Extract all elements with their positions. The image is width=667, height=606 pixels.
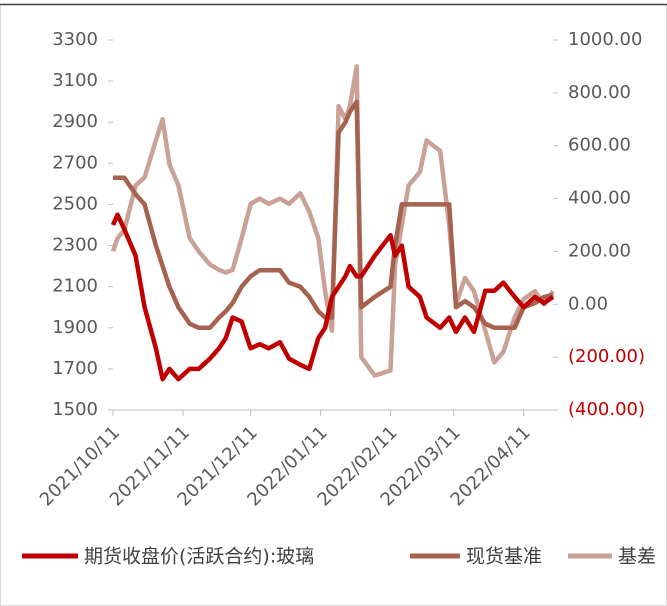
y2-tick-label: 800.00 (568, 82, 631, 103)
series-line (113, 99, 554, 331)
y2-tick-label: 0.00 (568, 293, 608, 314)
y-tick-label: 1900 (52, 317, 98, 338)
y2-tick-label: (200.00) (568, 346, 645, 367)
legend-text: 期货收盘价(活跃合约):玻璃 (84, 546, 314, 568)
y-tick-label: 1700 (52, 358, 98, 379)
y-tick-label: 3100 (52, 70, 98, 91)
y-tick-label: 2900 (52, 111, 98, 132)
y2-tick-label: 600.00 (568, 135, 631, 156)
y2-tick-label: 200.00 (568, 240, 631, 261)
y-tick-label: 2300 (52, 235, 98, 256)
y-tick-label: 2500 (52, 193, 98, 214)
legend-text: 现货基准 (466, 546, 542, 568)
series-line (110, 212, 555, 382)
y-tick-label: 2100 (52, 276, 98, 297)
y2-tick-label: 1000.00 (568, 29, 642, 50)
y2-tick-label: (400.00) (568, 399, 645, 420)
legend-text: 基差 (618, 546, 656, 568)
series-line (110, 64, 555, 378)
y2-tick-label: 400.00 (568, 188, 631, 209)
y-tick-label: 3300 (52, 29, 98, 50)
y-tick-label: 1500 (52, 399, 98, 420)
y-tick-label: 2700 (52, 152, 98, 173)
